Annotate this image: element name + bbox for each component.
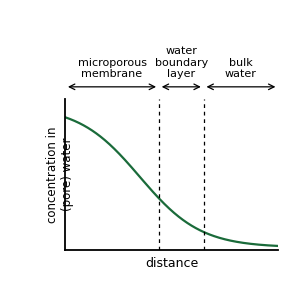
Text: water
boundary
layer: water boundary layer [155, 46, 208, 79]
Text: bulk
water: bulk water [225, 58, 257, 79]
Text: microporous
membrane: microporous membrane [78, 58, 147, 79]
Y-axis label: concentration in
(pore) water: concentration in (pore) water [46, 126, 74, 223]
X-axis label: distance: distance [145, 257, 198, 270]
